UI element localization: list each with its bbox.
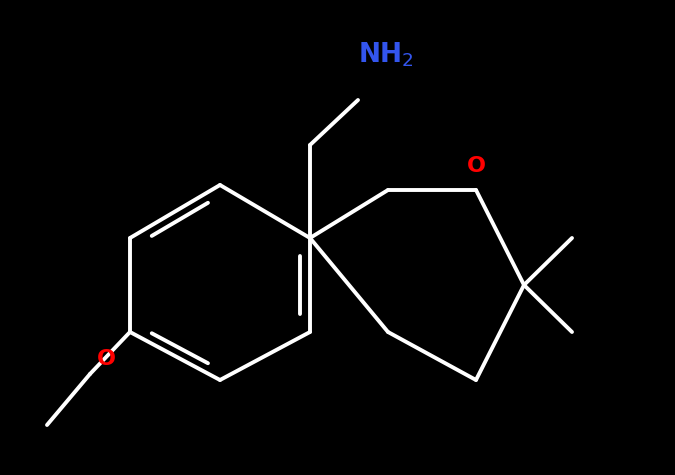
- Text: O: O: [97, 349, 115, 369]
- Text: NH$_2$: NH$_2$: [358, 41, 414, 69]
- Text: O: O: [466, 156, 485, 176]
